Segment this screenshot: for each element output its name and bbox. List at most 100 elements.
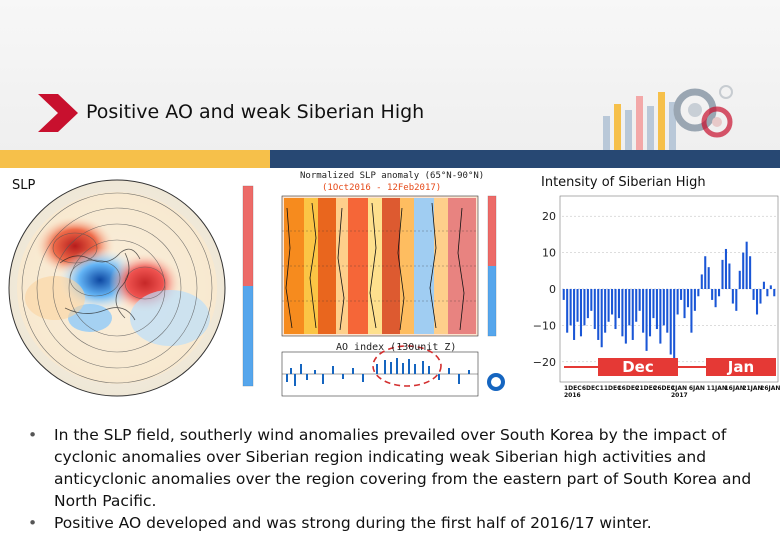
bar xyxy=(669,289,672,355)
bar xyxy=(769,285,772,289)
slp-label: SLP xyxy=(10,178,38,193)
bar xyxy=(742,252,745,289)
bullet-list: In the SLP field, southerly wind anomali… xyxy=(28,424,756,534)
month-label: Dec xyxy=(622,358,654,376)
bar xyxy=(562,289,565,300)
slp-map-panel xyxy=(5,168,268,400)
bullet-item: In the SLP field, southerly wind anomali… xyxy=(28,424,756,512)
bar xyxy=(624,289,627,344)
bar xyxy=(718,289,721,297)
bar xyxy=(704,256,707,289)
bar xyxy=(707,267,710,289)
bar xyxy=(728,263,731,289)
ao-index-label: AO index (130unit Z) xyxy=(336,342,457,353)
x-tick-label: 21DEC xyxy=(635,385,657,392)
siberian-high-title: Intensity of Siberian High xyxy=(541,175,706,190)
bar xyxy=(673,289,676,362)
bar xyxy=(755,289,759,315)
chart-gear-decoration-icon xyxy=(603,85,733,152)
bar xyxy=(697,289,700,297)
x-tick-label: 1DEC xyxy=(564,385,582,392)
x-tick-label: 26DEC xyxy=(653,385,675,392)
bar xyxy=(745,241,748,289)
bar xyxy=(676,289,679,315)
bar xyxy=(631,289,634,340)
x-tick-label: 1JAN xyxy=(671,385,687,392)
month-label: Jan xyxy=(727,358,754,376)
month-band xyxy=(598,358,678,376)
bar xyxy=(593,289,596,330)
bar xyxy=(617,289,620,319)
bar xyxy=(666,289,669,333)
x-tick-label: 16DEC xyxy=(618,385,640,392)
bar xyxy=(700,274,703,289)
bar xyxy=(680,289,683,300)
bar xyxy=(579,289,583,337)
bar xyxy=(621,289,624,337)
bar xyxy=(662,289,665,326)
y-tick-label: 10 xyxy=(542,247,556,260)
bar xyxy=(762,281,765,289)
bar xyxy=(583,289,586,326)
bar xyxy=(759,289,762,304)
bar xyxy=(652,289,655,319)
title-arrow-icon xyxy=(38,94,78,132)
accent-band-navy xyxy=(270,150,780,168)
bar xyxy=(690,289,693,333)
bar xyxy=(731,289,734,304)
hovmoller-title: Normalized SLP anomaly (65°N-90°N) xyxy=(300,171,485,181)
bar xyxy=(642,289,645,333)
bar xyxy=(569,289,572,326)
bar xyxy=(773,289,776,297)
y-tick-label: −10 xyxy=(533,319,556,332)
bar xyxy=(611,289,614,315)
bar xyxy=(766,289,769,297)
hovmoller-panel xyxy=(272,168,508,400)
bar xyxy=(590,289,593,311)
bar xyxy=(638,289,641,311)
bar xyxy=(597,289,600,340)
bar xyxy=(607,289,610,322)
bar xyxy=(628,289,631,326)
siberian-high-panel: 20 10 0 −10 −20 Dec Jan 1DEC 2016 6DEC 11DEC 16DE… xyxy=(512,168,780,400)
bar xyxy=(645,289,648,351)
slide-title: Positive AO and weak Siberian High xyxy=(86,101,425,123)
bar xyxy=(659,289,662,344)
bar xyxy=(749,256,752,289)
bar xyxy=(600,289,603,348)
bar xyxy=(683,289,686,319)
x-tick-label: 6JAN xyxy=(689,385,705,392)
accent-band-yellow xyxy=(0,150,270,168)
bar xyxy=(738,270,741,289)
bar xyxy=(714,289,717,308)
bar xyxy=(711,289,714,300)
bar xyxy=(566,289,569,333)
x-tick-label: 2017 xyxy=(671,392,688,399)
bar xyxy=(655,289,658,330)
y-tick-label: 0 xyxy=(549,283,556,296)
x-tick-label: 26JAN xyxy=(760,385,780,392)
bar xyxy=(604,289,607,333)
slp-polar-map xyxy=(8,179,254,397)
bar xyxy=(573,289,576,340)
bar xyxy=(724,248,727,289)
x-tick-label: 16JAN xyxy=(725,385,745,392)
x-tick-label: 11JAN xyxy=(707,385,727,392)
y-tick-label: 20 xyxy=(542,210,556,223)
bar xyxy=(586,289,589,319)
bar xyxy=(721,259,724,289)
bar xyxy=(693,289,696,311)
bar xyxy=(635,289,638,322)
x-tick-label: 6DEC xyxy=(582,385,600,392)
x-tick-label: 21JAN xyxy=(742,385,762,392)
bar xyxy=(614,289,617,330)
bar xyxy=(576,289,579,322)
bar xyxy=(735,289,738,311)
x-tick-label: 11DEC xyxy=(600,385,622,392)
bar xyxy=(686,289,690,308)
hovmoller-plot xyxy=(281,195,505,397)
bar xyxy=(648,289,652,337)
bar xyxy=(752,289,755,300)
x-tick-label: 2016 xyxy=(564,392,581,399)
